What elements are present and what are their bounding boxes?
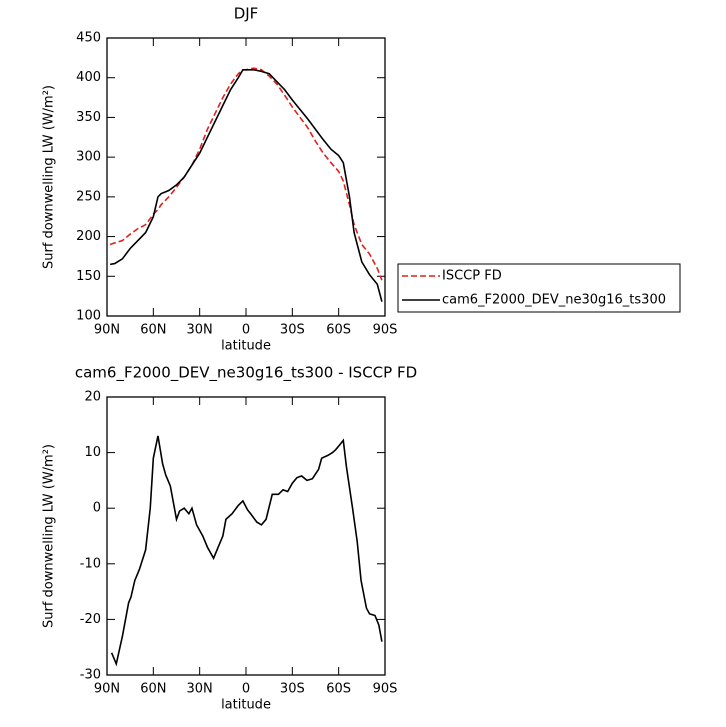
y-axis-label: Surf downwelling LW (W/m²)	[42, 444, 57, 628]
legend-label: cam6_F2000_DEV_ne30g16_ts300	[442, 293, 666, 308]
y-tick-label: 250	[76, 189, 101, 204]
x-tick-label: 60N	[140, 682, 166, 697]
plot-frame	[106, 396, 386, 676]
y-tick-label: 150	[76, 269, 101, 284]
x-tick-label: 30N	[187, 682, 213, 697]
x-tick-label: 0	[242, 682, 250, 697]
x-tick-label: 90S	[373, 323, 398, 338]
y-tick-label: 400	[76, 70, 101, 85]
data-line	[109, 68, 383, 302]
y-tick-label: -20	[80, 612, 101, 627]
y-tick-label: 200	[76, 229, 101, 244]
x-axis-label: latitude	[221, 339, 271, 354]
data-line	[109, 67, 383, 281]
x-axis-label: latitude	[221, 698, 271, 713]
chart-title: cam6_F2000_DEV_ne30g16_ts300 - ISCCP FD	[75, 364, 417, 383]
x-tick-label: 60S	[326, 323, 351, 338]
y-tick-label: 10	[84, 445, 101, 460]
x-tick-label: 60S	[326, 682, 351, 697]
y-tick-label: 100	[76, 309, 101, 324]
x-tick-label: 30S	[280, 323, 305, 338]
y-tick-label: 0	[93, 501, 101, 516]
x-tick-label: 0	[242, 323, 250, 338]
legend-label: ISCCP FD	[442, 269, 502, 284]
y-tick-label: 20	[84, 390, 101, 405]
chart-title: DJF	[234, 5, 259, 23]
y-tick-label: -30	[80, 668, 101, 683]
x-tick-label: 90N	[94, 323, 120, 338]
data-line	[110, 435, 383, 667]
x-tick-label: 90N	[94, 682, 120, 697]
legend-box	[397, 263, 681, 313]
x-tick-label: 30S	[280, 682, 305, 697]
y-tick-label: 350	[76, 110, 101, 125]
x-tick-label: 30N	[187, 323, 213, 338]
x-tick-label: 90S	[373, 682, 398, 697]
y-tick-label: 300	[76, 150, 101, 165]
x-tick-label: 60N	[140, 323, 166, 338]
plot-frame	[106, 37, 386, 317]
y-tick-label: 450	[76, 31, 101, 46]
y-axis-label: Surf downwelling LW (W/m²)	[42, 85, 57, 269]
y-tick-label: -10	[80, 556, 101, 571]
